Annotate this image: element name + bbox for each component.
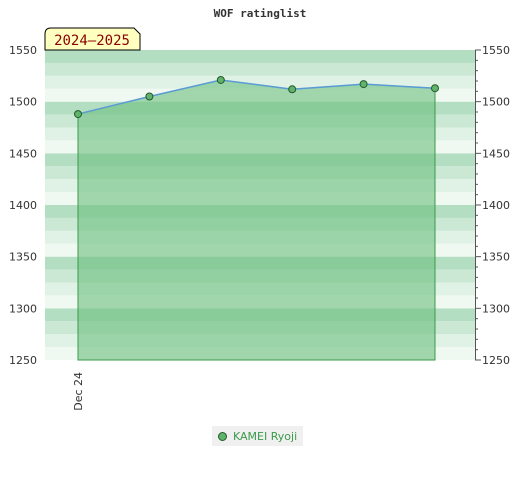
season-badge: 2024–2025: [44, 27, 141, 51]
season-badge-box: [44, 27, 141, 51]
y-tick-label-right: 1300: [482, 302, 510, 315]
background-band: [45, 50, 475, 63]
data-point: [216, 75, 225, 84]
data-point: [145, 92, 154, 101]
rating-line: [77, 79, 436, 115]
y-tick-label-left: 1250: [9, 354, 37, 367]
x-axis: Dec 24: [72, 372, 85, 411]
chart-title: WOF ratinglist: [214, 7, 307, 20]
y-tick-label-left: 1350: [9, 251, 37, 264]
y-axis-right: 1250 1300 1350 1400 1450 1500 1550: [475, 44, 510, 367]
y-axis-left: 1250 1300 1350 1400 1450 1500 1550: [9, 44, 37, 367]
y-tick-label-right: 1450: [482, 147, 510, 160]
legend-label: KAMEI Ryoji: [233, 429, 298, 443]
y-tick-label-right: 1400: [482, 199, 510, 212]
y-tick-label-left: 1400: [9, 199, 37, 212]
legend: KAMEI Ryoji: [212, 426, 304, 446]
data-markers: [74, 75, 439, 119]
data-point: [431, 84, 439, 93]
season-badge-label: 2024–2025: [54, 33, 130, 49]
legend-marker-icon: [218, 431, 227, 441]
background-band: [45, 62, 475, 76]
data-point: [74, 110, 82, 119]
y-tick-label-left: 1300: [9, 302, 37, 315]
rating-area-fill: [77, 79, 436, 361]
rating-area: [77, 79, 436, 361]
data-point: [288, 85, 297, 94]
y-tick-label-right: 1550: [482, 44, 510, 57]
y-tick-label-right: 1500: [482, 96, 510, 109]
data-point: [359, 80, 368, 89]
y-tick-label-left: 1450: [9, 147, 37, 160]
y-tick-label-left: 1500: [9, 96, 37, 109]
x-tick-label: Dec 24: [72, 372, 85, 411]
y-tick-label-right: 1250: [482, 354, 510, 367]
y-tick-label-right: 1350: [482, 251, 510, 264]
y-tick-label-left: 1550: [9, 44, 37, 57]
